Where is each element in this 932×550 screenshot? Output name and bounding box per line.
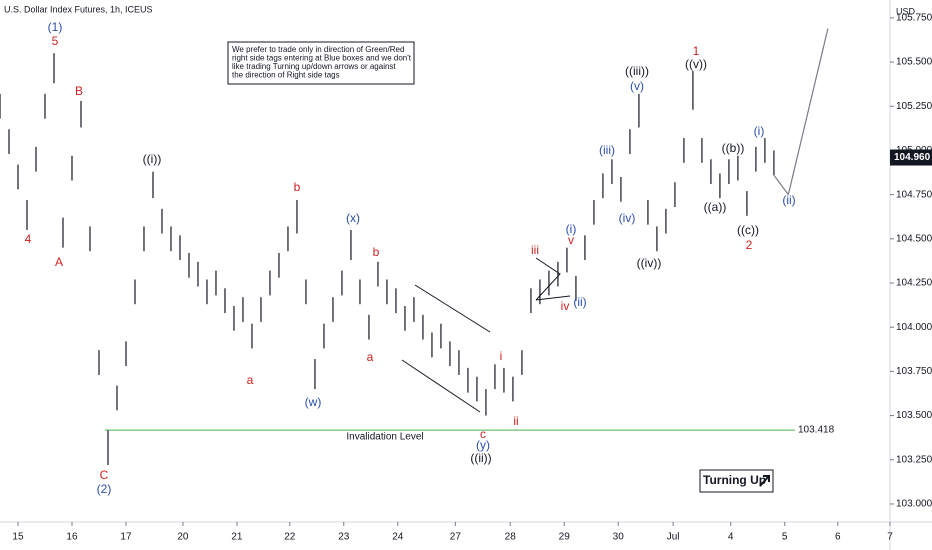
- x-tick-label: 24: [392, 532, 404, 543]
- projection: [787, 28, 829, 195]
- last-price-label: 104.960: [894, 152, 931, 163]
- wave-label: ((iv)): [637, 256, 662, 270]
- x-tick-label: 30: [613, 532, 625, 543]
- x-tick-label: 27: [450, 532, 462, 543]
- y-tick-label: 104.500: [896, 233, 932, 244]
- x-tick-label: 28: [505, 532, 517, 543]
- wave-label: i: [500, 349, 503, 363]
- projection-link: [773, 174, 789, 195]
- badge-arrow: [759, 475, 770, 487]
- y-tick-label: 103.750: [896, 366, 932, 377]
- x-tick-label: 29: [559, 532, 571, 543]
- wave-label: (ii): [573, 295, 586, 309]
- wave-label: (v): [630, 79, 644, 93]
- wave-label: ((v)): [685, 57, 707, 71]
- x-tick-label: 5: [782, 532, 788, 543]
- y-tick-label: 105.250: [896, 101, 932, 112]
- x-tick-label: 22: [284, 532, 296, 543]
- y-tick-label: 104.750: [896, 189, 932, 200]
- wave-label: C: [100, 468, 109, 482]
- note-line: like trading Turning up/down arrows or a…: [232, 62, 396, 71]
- wave-label: iii: [531, 243, 539, 257]
- note-line: We prefer to trade only in direction of …: [232, 45, 404, 54]
- wave-label: ((iii)): [625, 64, 649, 78]
- wave-label: (2): [97, 482, 112, 496]
- wave-label: ((c)): [737, 223, 759, 237]
- note-box: [227, 41, 415, 85]
- y-tick-label: 105.500: [896, 57, 932, 68]
- invalidation-text: Invalidation Level: [346, 432, 423, 443]
- wave-label: a: [367, 350, 374, 364]
- wave-label: (i): [754, 124, 765, 138]
- x-tick-label: 20: [177, 532, 189, 543]
- wave-label: ((b)): [722, 141, 745, 155]
- wave-label: b: [373, 245, 380, 259]
- y-tick-label: 103.000: [896, 499, 932, 510]
- wave-label: 5: [52, 34, 59, 48]
- last-price-tag: [890, 149, 932, 166]
- wave-label: (1): [48, 20, 63, 34]
- wave-label: 1: [693, 44, 700, 58]
- triangle: [535, 257, 571, 301]
- wave-label: (x): [346, 211, 360, 225]
- wave-label: (iii): [599, 143, 615, 157]
- x-tick-label: 17: [120, 532, 132, 543]
- wave-label: (i): [566, 222, 577, 236]
- wave-label: 4: [25, 232, 32, 246]
- invalidation-value: 103.418: [798, 425, 835, 436]
- x-tick-label: 16: [66, 532, 78, 543]
- x-tick-label: 15: [12, 532, 24, 543]
- chart-title: U.S. Dollar Index Futures, 1h, ICEUS: [4, 4, 153, 14]
- wave-label: ((ii)): [470, 451, 491, 465]
- y-tick-label: 104.000: [896, 322, 932, 333]
- x-tick-label: 6: [835, 532, 841, 543]
- y-tick-label: 105.750: [896, 12, 932, 23]
- y-tick-label: 103.250: [896, 454, 932, 465]
- wave-label: (w): [305, 395, 322, 409]
- channel: [401, 284, 491, 413]
- y-tick-label: 103.500: [896, 410, 932, 421]
- wave-label: A: [55, 255, 63, 269]
- wave-label: c: [480, 427, 486, 441]
- x-tick-label: 7: [887, 532, 893, 543]
- y-tick-label: 104.250: [896, 278, 932, 289]
- x-tick-label: 4: [728, 532, 734, 543]
- wave-label: ii: [513, 414, 518, 428]
- wave-label: 2: [746, 238, 753, 252]
- x-tick-label: 23: [338, 532, 350, 543]
- note-line: right side tags entering at Blue boxes a…: [232, 54, 412, 63]
- badge-text: Turning Up: [703, 473, 766, 487]
- wave-label: ((i)): [143, 152, 162, 166]
- note-line: the direction of Right side tags: [232, 71, 340, 80]
- wave-label: a: [247, 373, 254, 387]
- x-tick-label: 21: [231, 532, 243, 543]
- wave-label: iv: [561, 299, 570, 313]
- wave-label: v: [568, 233, 574, 247]
- currency: USD: [896, 6, 916, 16]
- wave-label: B: [75, 84, 83, 98]
- wave-label: b: [294, 180, 301, 194]
- badge-box: [699, 469, 774, 493]
- wave-label: (ii): [782, 193, 795, 207]
- wave-label: ((a)): [704, 200, 727, 214]
- x-tick-label: Jul: [667, 532, 680, 543]
- wave-label: (y): [476, 438, 490, 452]
- wave-label: (iv): [619, 211, 636, 225]
